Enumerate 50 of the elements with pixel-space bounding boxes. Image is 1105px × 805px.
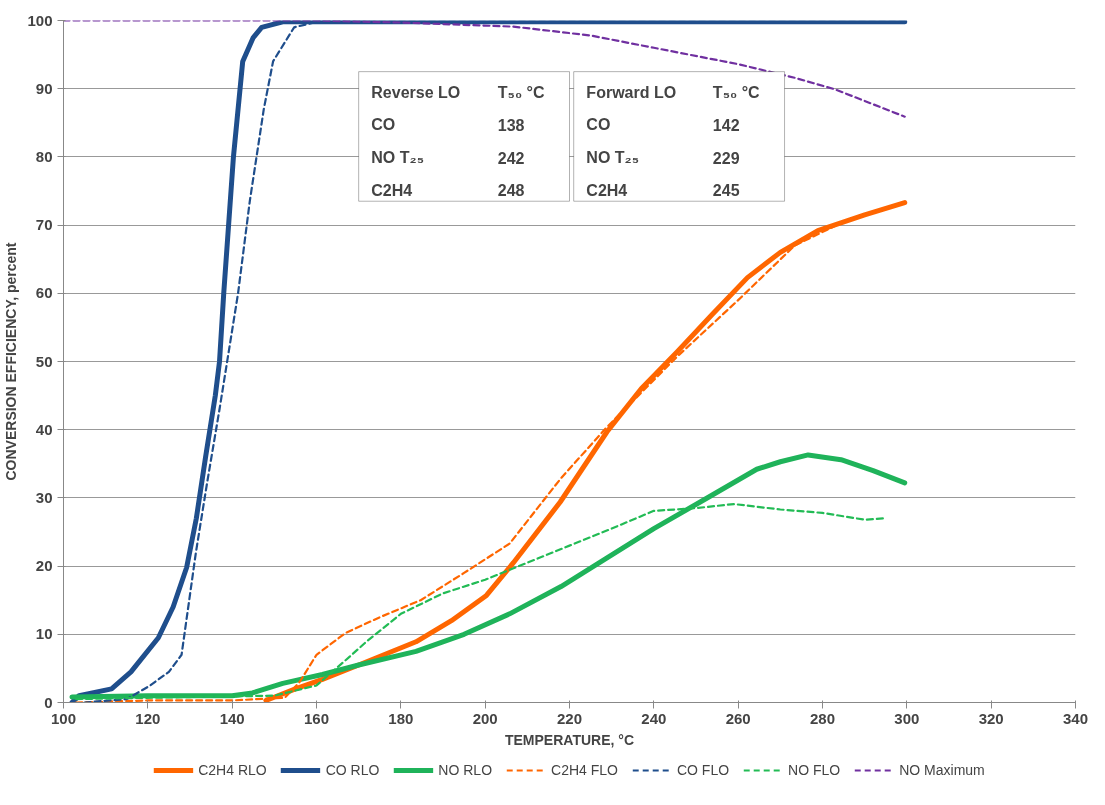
x-tick-label: 120 [135,709,161,727]
x-tick-label: 260 [725,709,751,727]
x-tick-label: 100 [50,709,77,727]
annotation: C2H4 [586,181,628,199]
x-tick-label: 220 [556,709,583,727]
y-tick-label: 20 [35,557,53,575]
legend-label: CO FLO [676,762,730,778]
x-tick-label: 320 [978,709,1004,727]
annotation: CO [371,116,396,134]
x-tick-label: 140 [219,709,245,727]
legend-label: NO FLO [788,762,841,778]
legend-label: C2H4 RLO [198,762,267,778]
annotation: 229 [712,149,740,167]
annotation: 142 [712,116,740,134]
x-tick-label: 240 [641,709,667,727]
y-tick-label: 40 [35,420,53,438]
y-tick-label: 90 [35,79,53,97]
line-series [63,20,906,118]
x-axis-title: TEMPERATURE, °C [505,731,635,748]
annotation: 242 [497,149,525,167]
annotation: 245 [712,182,740,200]
x-tick-label: 200 [472,709,498,727]
y-tick-label: 60 [35,284,53,302]
x-tick-label: 300 [894,709,920,727]
x-tick-label: 280 [809,709,836,727]
y-tick-label: 0 [44,693,53,711]
y-tick-label: 10 [35,625,53,643]
legend-label: CO RLO [325,762,380,778]
y-tick-label: 100 [27,11,53,29]
annotation: T₅₀ °C [712,83,761,101]
annotation: NO T₂₅ [371,149,424,167]
annotation: NO T₂₅ [586,149,640,167]
annotation: C2H4 [371,181,413,199]
y-tick-label: 80 [35,147,53,165]
y-tick-label: 50 [35,352,53,370]
annotation: CO [586,116,611,134]
legend-label: C2H4 FLO [551,762,618,778]
legend-label: NO Maximum [899,762,985,778]
x-tick-label: 180 [388,709,414,727]
y-tick-label: 70 [35,216,53,234]
annotation: 138 [497,116,525,134]
legend-label: NO RLO [438,762,493,778]
y-tick-label: 30 [35,488,53,506]
x-tick-label: 340 [1062,709,1089,727]
annotation: Reverse LO [371,83,461,101]
annotation: Forward LO [586,83,677,101]
annotation: T₅₀ °C [497,83,545,101]
x-tick-label: 160 [303,709,330,727]
annotation: 248 [497,182,525,200]
y-axis-title: CONVERSION EFFICIENCY, percent [3,242,20,481]
